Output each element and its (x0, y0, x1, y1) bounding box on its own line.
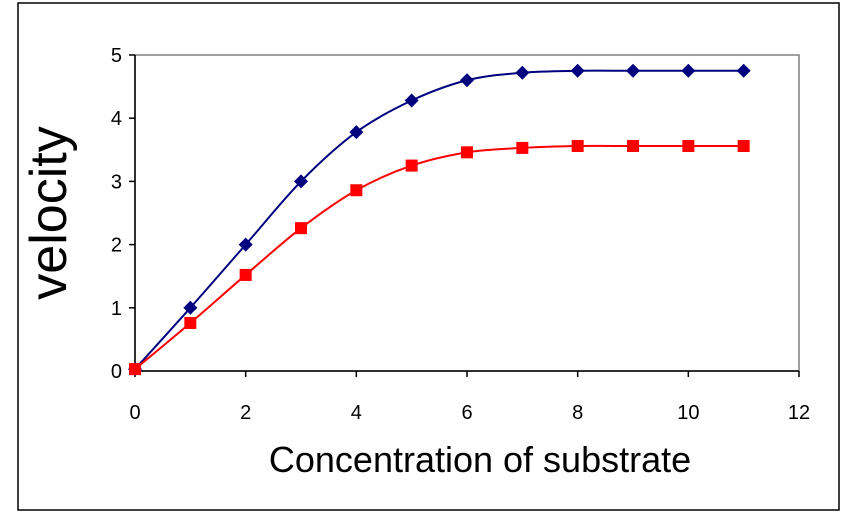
diamond-marker (515, 65, 530, 80)
x-tick-label: 6 (461, 402, 472, 424)
diamond-marker (681, 63, 696, 78)
series-2 (129, 140, 750, 376)
diamond-marker (736, 63, 751, 78)
y-tick-label: 5 (111, 45, 122, 67)
square-marker (516, 141, 529, 154)
y-tick-label: 0 (111, 361, 122, 383)
y-axis-title: velocity (20, 126, 78, 299)
square-marker (184, 316, 197, 329)
square-marker (461, 146, 473, 159)
y-tick-label: 3 (111, 171, 122, 193)
x-tick-label: 10 (677, 402, 699, 424)
y-tick-label: 4 (111, 108, 122, 130)
square-marker (129, 363, 141, 376)
square-marker (239, 268, 252, 281)
diamond-marker (570, 63, 585, 78)
square-marker (350, 184, 363, 197)
diamond-marker (183, 300, 198, 315)
x-tick-label: 0 (129, 402, 140, 424)
x-tick-label: 8 (572, 402, 583, 424)
plot-area (134, 54, 800, 372)
x-axis-title: Concentration of substrate (269, 439, 691, 480)
diamond-marker (349, 125, 364, 140)
diamond-marker (238, 237, 253, 252)
diamond-marker (626, 63, 640, 78)
diamond-marker (294, 174, 308, 189)
square-marker (682, 140, 695, 153)
series-layer (128, 63, 751, 377)
y-tick-label: 1 (111, 298, 122, 320)
square-marker (627, 140, 639, 153)
square-marker (737, 140, 750, 153)
x-tick-label: 2 (240, 402, 251, 424)
x-tick-label: 4 (351, 402, 362, 424)
x-tick-label: 12 (788, 402, 810, 424)
diamond-marker (404, 93, 419, 108)
square-marker (295, 222, 307, 235)
y-tick-label: 2 (111, 235, 122, 257)
square-marker (405, 159, 418, 172)
square-marker (571, 140, 584, 153)
diamond-marker (460, 73, 474, 88)
